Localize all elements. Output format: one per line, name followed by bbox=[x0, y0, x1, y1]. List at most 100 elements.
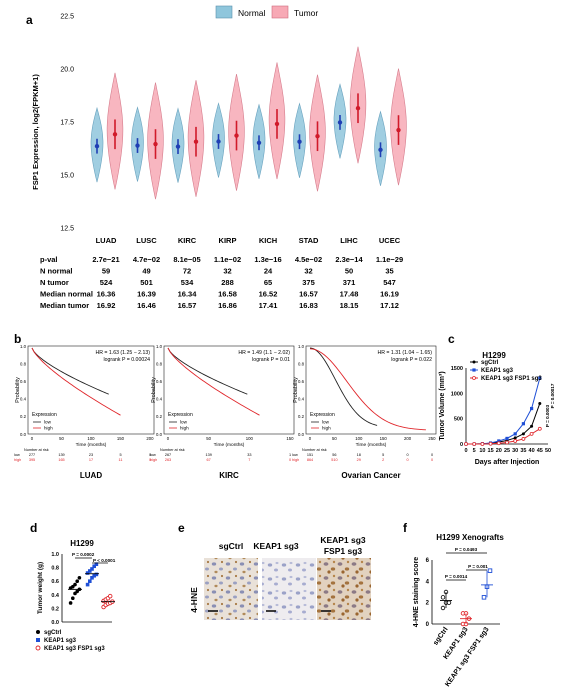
km-risk-low: 5 bbox=[382, 453, 384, 457]
table-cell: 65 bbox=[264, 278, 272, 287]
c-xtick: 30 bbox=[512, 448, 518, 454]
km-ytick: 0.2 bbox=[20, 414, 27, 419]
violin-tumor-median bbox=[153, 141, 158, 147]
table-cell: 32 bbox=[304, 267, 312, 276]
km-xlabel: Time (months) bbox=[76, 442, 107, 448]
km-ytick: 1.0 bbox=[298, 344, 305, 349]
km-curve-low bbox=[167, 347, 248, 395]
km-legend-title: Expression bbox=[32, 412, 57, 418]
table-cell: 32 bbox=[223, 267, 231, 276]
km-risk-high: 67 bbox=[207, 458, 211, 462]
km-risk-low: 23 bbox=[89, 453, 93, 457]
d-point bbox=[71, 596, 75, 600]
km-legend-high: high bbox=[44, 426, 53, 431]
km-legend-title: Expression bbox=[310, 412, 335, 418]
table-cell: 16.34 bbox=[178, 290, 198, 299]
km-risk-low: 56 bbox=[332, 453, 336, 457]
table-cell: 2.7e−21 bbox=[92, 255, 119, 264]
group-label: UCEC bbox=[379, 236, 401, 245]
ihc-image-sgctrl bbox=[204, 558, 258, 620]
panel-e-label-keap1: KEAP1 sg3 bbox=[253, 541, 299, 551]
km-ytick: 0.0 bbox=[298, 432, 305, 437]
c-point bbox=[505, 440, 509, 445]
d-ytick: 0.6 bbox=[51, 579, 59, 585]
km-legend-high: high bbox=[322, 426, 331, 431]
group-label: LUSC bbox=[136, 236, 157, 245]
table-cell: 4.5e−02 bbox=[295, 255, 322, 264]
km-xlabel: Time (months) bbox=[214, 442, 245, 448]
d-legend-label: KEAP1 sg3 FSP1 sg3 bbox=[44, 646, 105, 652]
violin-tumor-median bbox=[355, 106, 361, 111]
d-point bbox=[77, 576, 82, 580]
violin-normal-median bbox=[216, 139, 221, 144]
c-point bbox=[488, 441, 493, 446]
km-ytick: 0.8 bbox=[298, 361, 305, 366]
km-hr: HR = 1.49 (1.1 − 2.02) bbox=[238, 350, 290, 356]
km-risk-high: 11 bbox=[119, 458, 123, 462]
km-xtick: 200 bbox=[146, 436, 154, 441]
table-cell: 16.39 bbox=[137, 290, 156, 299]
km-frame bbox=[305, 345, 437, 435]
c-point bbox=[472, 442, 477, 446]
km-xtick: 0 bbox=[167, 436, 170, 441]
km-risk-low: 18 bbox=[357, 453, 361, 457]
km-logrank: logrank P = 0.022 bbox=[391, 357, 432, 363]
panel-label-c: c bbox=[448, 332, 455, 346]
km-risk-low: 1 bbox=[289, 453, 291, 457]
d-point bbox=[90, 576, 94, 580]
km-risk-low: 5 bbox=[119, 453, 121, 457]
km-legend-low: low bbox=[44, 420, 52, 425]
table-cell: 72 bbox=[183, 267, 191, 276]
km-risk-high: 2 bbox=[382, 458, 384, 462]
km-risk-low: 33 bbox=[247, 453, 251, 457]
km-risk-high: 17 bbox=[89, 458, 93, 462]
f-xtick-label: KEAP1 sg3 FSP1 sg3 bbox=[444, 626, 490, 688]
d-legend-marker bbox=[36, 638, 40, 642]
f-ytick: 6 bbox=[426, 558, 430, 564]
c-point bbox=[513, 432, 517, 436]
km-risk-low: 151 bbox=[307, 453, 313, 457]
f-point bbox=[487, 568, 493, 573]
km-xtick: 50 bbox=[332, 436, 337, 441]
table-cell: 17.12 bbox=[380, 301, 399, 310]
d-ytick: 0.0 bbox=[51, 620, 59, 626]
panel-a-ylabel: FSP1 Expression, log2(FPKM+1) bbox=[31, 74, 40, 190]
f-pval-1: P = 0.0493 bbox=[455, 547, 478, 552]
km-risk-high-label: high bbox=[14, 458, 21, 462]
d-point bbox=[94, 562, 99, 566]
d-point bbox=[85, 571, 90, 575]
d-legend-label: KEAP1 sg3 bbox=[44, 638, 77, 644]
table-cell: 501 bbox=[140, 278, 153, 287]
f-point bbox=[446, 600, 452, 605]
violin-tumor-median bbox=[315, 134, 320, 139]
panel-c-title: H1299 bbox=[482, 351, 506, 360]
km-risk-high: 7 bbox=[248, 458, 250, 462]
km-risk-high: 0 bbox=[289, 458, 291, 462]
c-legend-label: KEAP1 sg3 FSP1 sg3 bbox=[481, 376, 542, 382]
c-point bbox=[497, 439, 501, 443]
km-number-at-risk: Number at risk bbox=[302, 448, 327, 452]
table-cell: 17.48 bbox=[340, 290, 359, 299]
km-xtick: 0 bbox=[309, 436, 312, 441]
table-cell: 4.7e−02 bbox=[133, 255, 160, 264]
panel-a-legend: Normal Tumor bbox=[215, 5, 318, 19]
km-ytick: 0.2 bbox=[156, 414, 163, 419]
km-risk-high-label: high bbox=[292, 458, 299, 462]
legend-normal-label: Normal bbox=[238, 8, 266, 18]
panel-d-title: H1299 bbox=[70, 539, 94, 548]
c-ytick: 1500 bbox=[451, 366, 463, 372]
c-xtick: 25 bbox=[504, 448, 510, 454]
group-label: KIRC bbox=[178, 236, 197, 245]
group-label: LUAD bbox=[96, 236, 117, 245]
km-xtick: 100 bbox=[246, 436, 254, 441]
km-risk-high: 0 bbox=[407, 458, 409, 462]
violin-normal-median bbox=[175, 144, 181, 149]
km-risk-low-label: low bbox=[292, 453, 298, 457]
km-xtick: 100 bbox=[87, 436, 95, 441]
violin-normal-median bbox=[135, 143, 140, 148]
